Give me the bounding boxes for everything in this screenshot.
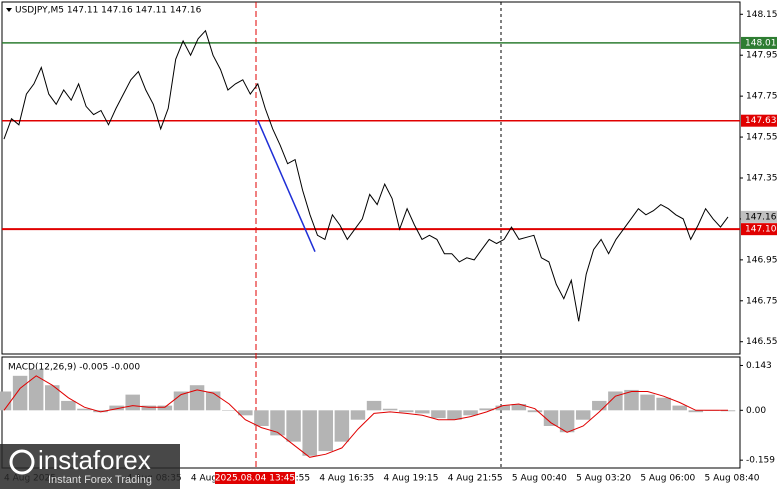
macd-bar [350, 410, 366, 420]
macd-bar [173, 391, 189, 411]
watermark-logo [9, 449, 35, 475]
macd-bar [672, 405, 687, 411]
macd-bar [254, 410, 269, 426]
price-line [3, 29, 729, 322]
macd-bar [125, 394, 140, 411]
macd-bar [205, 391, 221, 411]
y-tick-label: 146.95 [746, 255, 778, 265]
watermark-tagline: Instant Forex Trading [48, 474, 152, 486]
x-tick-label: 5 Aug 06:00 [640, 474, 695, 484]
level-label-box [741, 114, 777, 127]
trend-line [257, 120, 316, 252]
x-tick-label: 4 Aug 21:55 [448, 474, 503, 484]
macd-bar [479, 408, 494, 411]
macd-bar [415, 410, 430, 414]
macd-bar [109, 405, 124, 411]
macd-bar [318, 410, 334, 452]
macd-bar [495, 405, 510, 411]
chart-title: USDJPY,M5 147.11 147.16 147.11 147.16 [15, 6, 202, 16]
x-tick-label: 5 Aug 08:40 [705, 474, 760, 484]
macd-bar [688, 410, 704, 413]
macd-bar [656, 397, 671, 411]
macd-title: MACD(12,26,9) -0.005 -0.000 [8, 363, 140, 373]
macd-bar [366, 400, 382, 411]
macd-bar [0, 391, 12, 411]
macd-bar [77, 408, 92, 411]
cursor-label: 2025.08.04 13:45 [215, 474, 295, 484]
macd-bar [286, 410, 301, 442]
macd-bar [28, 369, 44, 411]
x-tick-label: 4 Aug 16:35 [319, 474, 374, 484]
level-label: 148.01 [745, 38, 777, 48]
macd-bar [527, 410, 543, 413]
macd-bar [157, 405, 173, 411]
macd-bar [12, 375, 28, 411]
level-label-box [741, 36, 777, 49]
title-icon [6, 8, 12, 12]
macd-bar [559, 410, 575, 433]
macd-y-tick-label: 0.143 [746, 361, 772, 371]
level-label: 147.63 [745, 116, 777, 126]
macd-bar [382, 408, 398, 411]
macd-y-tick-label: 0.00 [746, 406, 766, 416]
macd-bar [141, 405, 157, 411]
macd-bar [61, 400, 76, 411]
y-tick-label: 148.15 [746, 10, 778, 20]
y-tick-label: 147.35 [746, 174, 778, 184]
macd-bar [398, 410, 414, 413]
cursor-label-box [215, 472, 295, 484]
y-tick-label: 147.55 [746, 133, 778, 143]
macd-bar [334, 410, 350, 442]
macd-bar [431, 410, 446, 419]
macd-signal-line [3, 375, 728, 458]
macd-bar [463, 410, 478, 416]
y-tick-label: 147.95 [746, 51, 778, 61]
level-label: 147.10 [745, 225, 777, 235]
macd-bar [189, 385, 205, 411]
current-price-box [741, 210, 777, 223]
x-tick-label: 5 Aug 00:40 [512, 474, 567, 484]
macd-bar [543, 410, 559, 426]
y-tick-label: 146.55 [746, 337, 778, 347]
macd-bar [447, 410, 462, 420]
macd-bar [45, 385, 60, 411]
watermark-box [0, 444, 180, 489]
x-tick-label: 5 Aug 03:20 [576, 474, 631, 484]
current-price-label: 147.16 [745, 212, 777, 222]
macd-bar [624, 389, 639, 411]
macd-bar [93, 410, 108, 413]
level-label-box [741, 223, 777, 236]
macd-bar [302, 410, 317, 456]
macd-bar [270, 410, 285, 436]
watermark-brand: instaforex [38, 445, 151, 475]
macd-bar [222, 410, 237, 411]
macd-bar [608, 391, 623, 411]
macd-bar [511, 404, 527, 411]
macd-y-tick-label: -0.159 [746, 456, 775, 466]
price-panel [1, 1, 741, 355]
macd-bar [592, 400, 607, 411]
macd-bar [238, 410, 253, 416]
macd-bar [575, 410, 591, 420]
y-tick-label: 146.75 [746, 296, 778, 306]
x-tick-label: 4 Aug 19:15 [384, 474, 439, 484]
macd-bar [640, 394, 655, 411]
y-tick-label: 147.75 [746, 92, 778, 102]
